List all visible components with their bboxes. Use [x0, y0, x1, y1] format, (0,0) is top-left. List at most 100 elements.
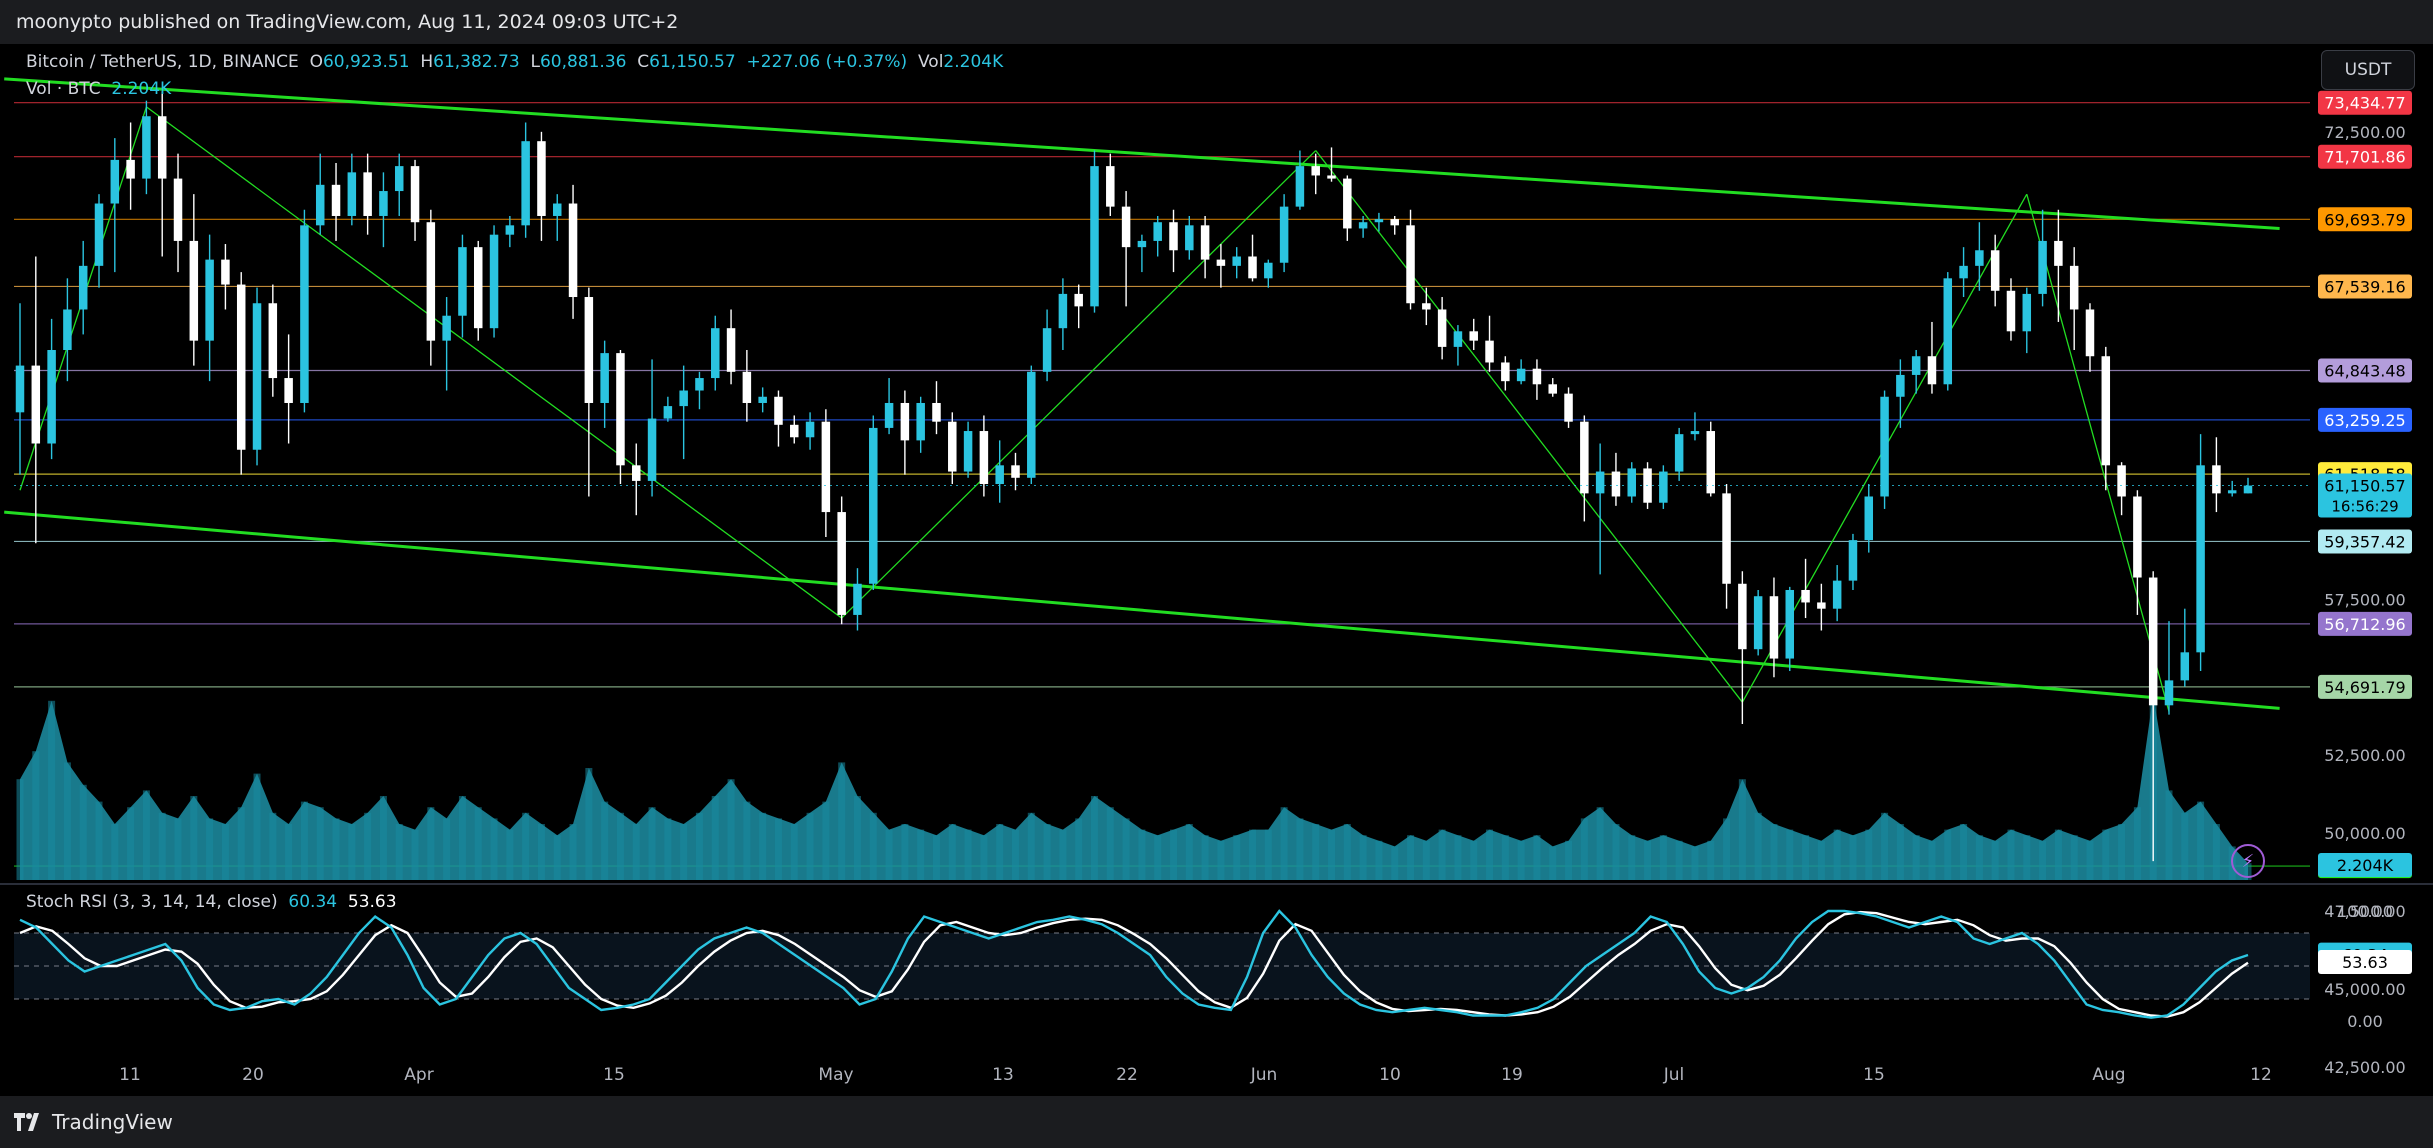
time-tick-label: May: [818, 1065, 853, 1085]
footer: TradingView: [0, 1096, 2433, 1148]
candle-body: [853, 583, 862, 615]
zigzag-line: [1315, 150, 1743, 703]
volume-bar: [601, 801, 609, 880]
time-tick-label: Aug: [2092, 1065, 2125, 1085]
volume-bar: [1138, 829, 1146, 880]
volume-bar: [680, 824, 688, 880]
stoch-d-value: 53.63: [347, 892, 397, 912]
candle-body: [663, 406, 673, 419]
candle-body: [1374, 219, 1384, 223]
volume-bar: [364, 812, 372, 880]
volume-bar: [790, 824, 798, 880]
lightning-icon[interactable]: ⚡: [2231, 844, 2265, 878]
candle-body: [1848, 540, 1858, 581]
volume-bar: [316, 807, 324, 880]
candle-body: [505, 225, 515, 235]
chart-frame[interactable]: 72,500.00 57,500.00 52,500.00 50,000.00 47,5…: [0, 44, 2433, 1148]
candle-body: [173, 178, 183, 241]
volume-bar: [1833, 829, 1841, 880]
currency-button[interactable]: USDT: [2321, 50, 2415, 90]
volume-bar: [1960, 824, 1968, 880]
zigzag-line: [2026, 193, 2170, 712]
candle-body: [2196, 465, 2205, 653]
volume-bar: [1122, 818, 1130, 880]
candle-body: [1595, 471, 1605, 494]
trendlines: [4, 77, 2280, 712]
candle-body: [1153, 222, 1162, 241]
candle-body: [78, 265, 88, 310]
candle-body: [805, 421, 815, 438]
volume-bar: [1059, 829, 1067, 880]
time-tick-label: Jun: [1250, 1065, 1278, 1085]
candle-body: [1959, 265, 1968, 279]
volume-bar: [1896, 824, 1904, 880]
candle-body: [221, 259, 230, 285]
candle-body: [821, 421, 831, 513]
candle-body: [110, 159, 120, 204]
candle-body: [1690, 431, 1700, 435]
candle-body: [2038, 240, 2047, 294]
volume-bar: [1106, 807, 1114, 880]
volume-bar: [885, 829, 893, 880]
candle-body: [1801, 589, 1810, 603]
publish-header: moonypto published on TradingView.com, A…: [0, 0, 2433, 44]
tradingview-logo[interactable]: TradingView: [14, 1110, 173, 1134]
volume-bar: [411, 829, 419, 880]
volume-bar: [2086, 840, 2094, 880]
candle-body: [300, 225, 309, 403]
candle-body: [600, 353, 609, 403]
candle-body: [1927, 356, 1937, 385]
vol-label: Vol: [917, 52, 944, 72]
level-price-text: 63,259.25: [2324, 411, 2405, 430]
candle-body: [1943, 278, 1953, 385]
volume-bar: [1075, 818, 1083, 880]
volume-bar: [2039, 840, 2047, 880]
candle-body: [1279, 206, 1289, 263]
volume-bar: [616, 812, 624, 880]
candle-body: [284, 378, 293, 403]
price-tick-label: 42,500.00: [2324, 1058, 2405, 1077]
open-label: O: [309, 52, 323, 72]
candle-body: [647, 418, 657, 481]
volume-bar: [1170, 829, 1178, 880]
candle-body: [1817, 602, 1826, 609]
candle-body: [63, 309, 72, 351]
volume-bar: [506, 829, 514, 880]
chart-canvas[interactable]: 72,500.00 57,500.00 52,500.00 50,000.00 47,5…: [0, 44, 2433, 1148]
candle-body: [1248, 256, 1257, 279]
high-label: H: [420, 52, 434, 72]
candle-body: [1501, 362, 1510, 382]
candle-body: [932, 402, 941, 422]
candle-body: [1864, 496, 1874, 541]
candle-body: [394, 166, 404, 192]
time-tick-label: Apr: [404, 1065, 433, 1085]
volume-bar: [1928, 840, 1936, 880]
volume-bar: [1944, 829, 1952, 880]
candle-body: [2101, 356, 2111, 466]
tradingview-logo-icon: [14, 1113, 39, 1131]
candle-body: [1027, 371, 1036, 478]
candle-body: [758, 396, 767, 403]
volume-bar: [1770, 824, 1778, 880]
candle-body: [1358, 222, 1368, 229]
candle-body: [410, 166, 420, 223]
level-price-badge: [2318, 207, 2412, 232]
candle-body: [1232, 256, 1241, 266]
candle-body: [1548, 384, 1557, 394]
candle-body: [315, 184, 325, 226]
candle-body: [189, 240, 199, 341]
volume-bar: [16, 779, 24, 880]
candle-body: [790, 424, 799, 438]
volume-bar: [2007, 829, 2015, 880]
price-tick-label: 50,000.00: [2324, 824, 2405, 843]
price-tick-label: 57,500.00: [2324, 590, 2405, 609]
volume-bar: [1217, 840, 1225, 880]
time-tick-label: 15: [1863, 1065, 1885, 1085]
volume-bar: [585, 768, 593, 880]
volume-badge: [2318, 853, 2412, 877]
candle-body: [837, 512, 846, 615]
candle-body: [742, 371, 752, 403]
volume-bar: [948, 824, 956, 880]
candle-body: [1295, 166, 1305, 207]
candle-body: [1185, 225, 1194, 251]
